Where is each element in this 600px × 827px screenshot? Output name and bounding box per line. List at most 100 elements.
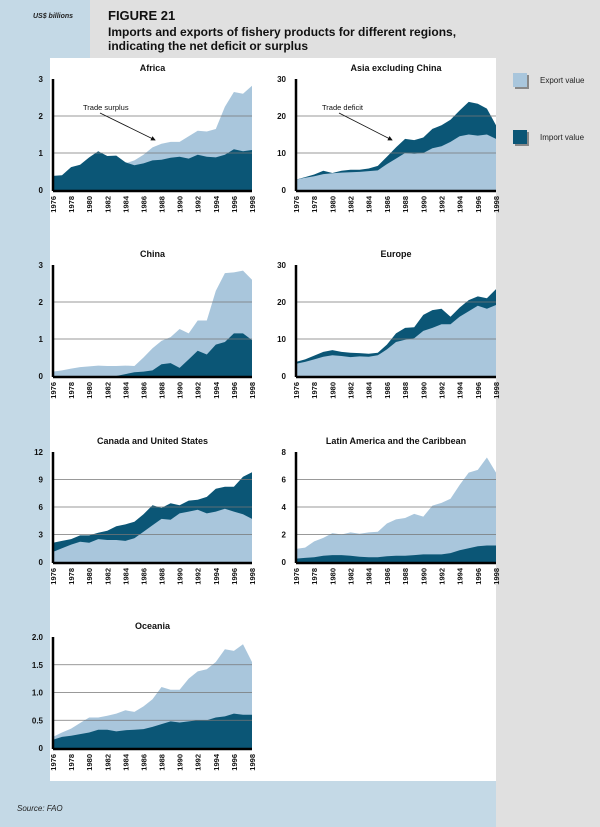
y-tick-label: 12 bbox=[34, 448, 43, 457]
chart-title: Europe bbox=[380, 249, 411, 259]
x-tick-label: 1994 bbox=[456, 381, 465, 399]
y-tick-label: 0 bbox=[39, 186, 44, 195]
x-tick-label: 1994 bbox=[212, 753, 221, 771]
chart-title: Africa bbox=[140, 63, 167, 73]
x-tick-label: 1992 bbox=[194, 382, 203, 399]
x-tick-label: 1984 bbox=[365, 381, 374, 399]
x-tick-label: 1978 bbox=[67, 196, 76, 213]
y-tick-label: 6 bbox=[39, 503, 44, 512]
x-tick-label: 1988 bbox=[401, 568, 410, 585]
chart-title: China bbox=[140, 249, 166, 259]
x-tick-label: 1992 bbox=[194, 754, 203, 771]
y-tick-label: 4 bbox=[282, 503, 287, 512]
chart-title: Asia excluding China bbox=[350, 63, 442, 73]
x-tick-label: 1976 bbox=[292, 382, 301, 399]
y-tick-label: 2 bbox=[39, 298, 44, 307]
x-tick-label: 1990 bbox=[176, 754, 185, 771]
annotation-label: Trade surplus bbox=[83, 103, 129, 112]
x-tick-label: 1994 bbox=[212, 381, 221, 399]
x-tick-label: 1982 bbox=[103, 754, 112, 771]
x-tick-label: 1992 bbox=[437, 196, 446, 213]
y-tick-label: 8 bbox=[282, 448, 287, 457]
x-tick-label: 1976 bbox=[49, 754, 58, 771]
x-tick-label: 1984 bbox=[121, 753, 130, 771]
annotation-arrow bbox=[338, 112, 393, 141]
x-tick-label: 1998 bbox=[492, 196, 501, 213]
y-tick-label: 20 bbox=[277, 112, 286, 121]
export-area bbox=[53, 270, 252, 376]
x-tick-label: 1986 bbox=[139, 382, 148, 399]
y-tick-label: 0 bbox=[282, 186, 287, 195]
x-tick-label: 1990 bbox=[419, 568, 428, 585]
x-tick-label: 1982 bbox=[347, 568, 356, 585]
x-tick-label: 1986 bbox=[139, 568, 148, 585]
x-tick-label: 1986 bbox=[139, 754, 148, 771]
x-tick-label: 1982 bbox=[103, 568, 112, 585]
import-area bbox=[296, 545, 496, 562]
x-tick-label: 1996 bbox=[474, 196, 483, 213]
x-tick-label: 1980 bbox=[85, 754, 94, 771]
import-area bbox=[53, 149, 252, 190]
chart-canada-and-united-states: Canada and United States 0 3 6 9 12 1976 1978 19… bbox=[34, 436, 257, 585]
x-tick-label: 1984 bbox=[121, 381, 130, 399]
x-tick-label: 1998 bbox=[248, 568, 257, 585]
x-tick-label: 1980 bbox=[85, 196, 94, 213]
y-tick-label: 3 bbox=[39, 75, 44, 84]
x-tick-label: 1996 bbox=[230, 382, 239, 399]
y-tick-label: 6 bbox=[282, 476, 287, 485]
x-tick-label: 1990 bbox=[419, 196, 428, 213]
chart-title: Latin America and the Caribbean bbox=[326, 436, 466, 446]
x-tick-label: 1980 bbox=[328, 382, 337, 399]
export-area bbox=[53, 508, 252, 562]
y-tick-label: 10 bbox=[277, 335, 286, 344]
x-tick-label: 1988 bbox=[158, 382, 167, 399]
chart-europe: Europe 0 10 20 30 1976 1978 1980 1982 1984 1986 198… bbox=[277, 249, 501, 399]
x-tick-label: 1982 bbox=[347, 196, 356, 213]
x-tick-label: 1992 bbox=[194, 196, 203, 213]
x-tick-label: 1980 bbox=[328, 196, 337, 213]
x-tick-label: 1978 bbox=[310, 196, 319, 213]
chart-china: China 0 1 2 3 1976 1978 1980 1982 1984 1986 1988 199… bbox=[39, 249, 257, 399]
unit-label: US$ billions bbox=[33, 13, 74, 20]
y-tick-label: 1.0 bbox=[32, 689, 44, 698]
chart-asia-excluding-china: Asia excluding China 0 10 20 30 1976 1978 1980 1… bbox=[277, 63, 501, 213]
annotation-label: Trade deficit bbox=[322, 103, 364, 112]
header-margin-block bbox=[0, 0, 90, 58]
x-tick-label: 1982 bbox=[347, 382, 356, 399]
x-tick-label: 1992 bbox=[194, 568, 203, 585]
export-area bbox=[296, 134, 496, 190]
y-tick-label: 3 bbox=[39, 261, 44, 270]
chart-latin-america-and-the-caribbean: Latin America and the Caribbean 0 2 4 6 8 1976… bbox=[282, 436, 501, 585]
x-tick-label: 1986 bbox=[139, 196, 148, 213]
y-tick-label: 1.5 bbox=[32, 661, 44, 670]
x-tick-label: 1982 bbox=[103, 196, 112, 213]
x-tick-label: 1982 bbox=[103, 382, 112, 399]
chart-title: Canada and United States bbox=[97, 436, 208, 446]
legend-swatch-export bbox=[513, 73, 527, 87]
x-tick-label: 1980 bbox=[85, 382, 94, 399]
y-tick-label: 0 bbox=[282, 558, 287, 567]
legend-label-import: Import value bbox=[540, 133, 585, 142]
legend-swatch-import bbox=[513, 130, 527, 144]
y-tick-label: 1 bbox=[39, 335, 44, 344]
footer-strip bbox=[0, 781, 496, 827]
x-tick-label: 1978 bbox=[67, 754, 76, 771]
x-tick-label: 1998 bbox=[248, 382, 257, 399]
x-tick-label: 1994 bbox=[456, 567, 465, 585]
y-tick-label: 0.5 bbox=[32, 716, 44, 725]
x-tick-label: 1976 bbox=[49, 382, 58, 399]
x-tick-label: 1980 bbox=[85, 568, 94, 585]
x-tick-label: 1996 bbox=[230, 196, 239, 213]
x-tick-label: 1976 bbox=[49, 196, 58, 213]
y-tick-label: 9 bbox=[39, 476, 44, 485]
figure-title: Imports and exports of fishery products … bbox=[108, 25, 457, 53]
chart-africa: Africa 0 1 2 3 1976 1978 1980 1982 1984 1986 1988 19… bbox=[39, 63, 257, 213]
x-tick-label: 1978 bbox=[67, 382, 76, 399]
x-tick-label: 1988 bbox=[401, 196, 410, 213]
y-tick-label: 0 bbox=[39, 372, 44, 381]
import-area bbox=[53, 713, 252, 748]
x-tick-label: 1976 bbox=[49, 568, 58, 585]
y-tick-label: 2.0 bbox=[32, 633, 44, 642]
x-tick-label: 1994 bbox=[212, 195, 221, 213]
